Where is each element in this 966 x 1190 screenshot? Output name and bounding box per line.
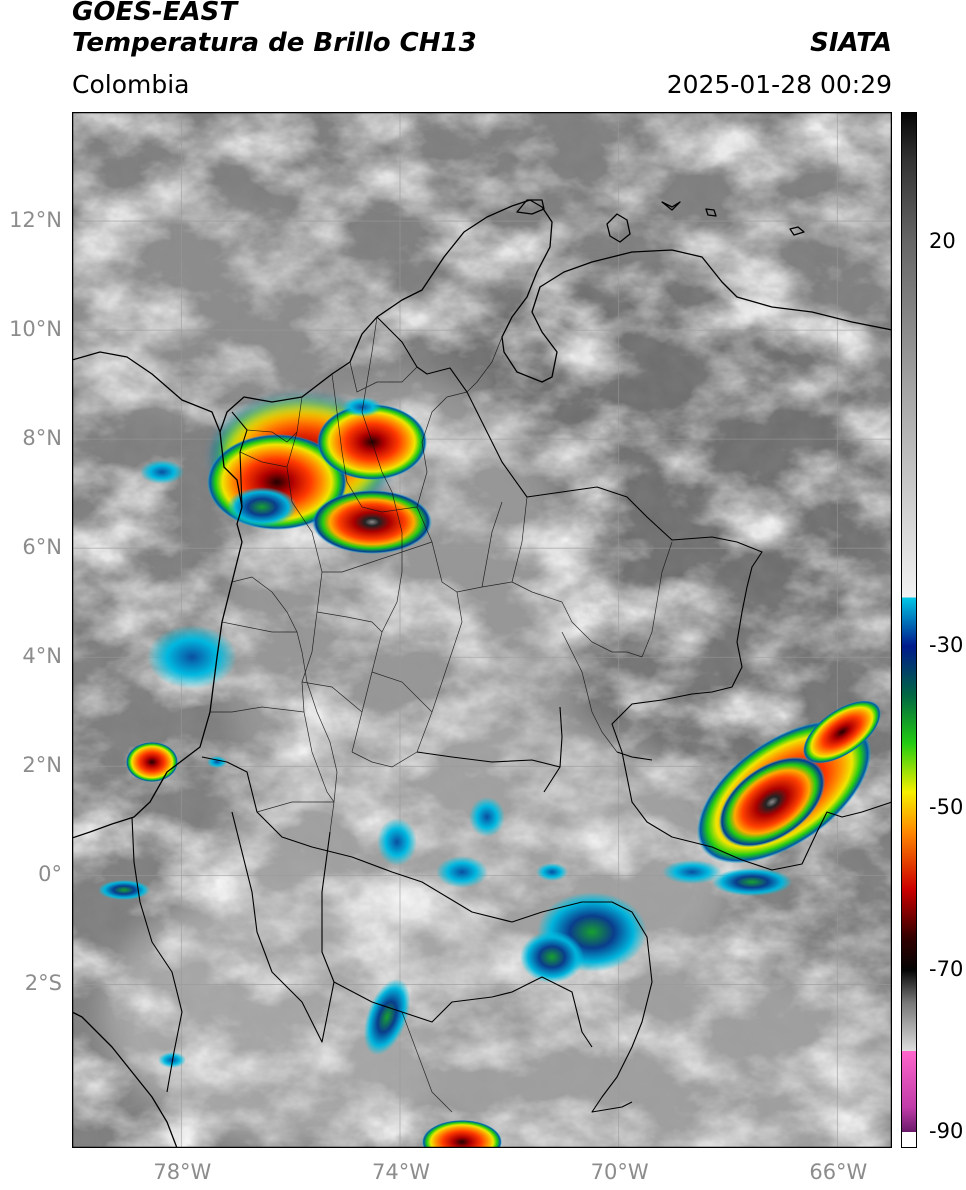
lat-tick-label: 8°N: [22, 426, 62, 451]
lon-tick-label: 66°W: [809, 1160, 868, 1184]
lat-tick-label: 4°N: [22, 644, 62, 669]
convective-cells: [98, 397, 881, 1148]
graticule: [72, 112, 892, 1148]
colorbar-tick-label: -50: [929, 795, 964, 820]
lon-tick-label: 74°W: [372, 1160, 430, 1184]
lon-tick-label: 78°W: [153, 1160, 212, 1184]
lon-tick-label: 70°W: [590, 1160, 649, 1184]
colorbar: [901, 112, 921, 1148]
map-svg: [72, 112, 892, 1148]
colorbar-tick-label: -70: [929, 956, 964, 981]
satellite-title: GOES-EAST: [72, 0, 238, 27]
colorbar-tick-label: -90: [929, 1118, 964, 1143]
department-boundaries: [210, 316, 673, 1113]
colorbar-tick-label: 20: [929, 228, 956, 253]
country-borders: [131, 316, 892, 1113]
lat-tick-label: 10°N: [9, 317, 62, 342]
region-label: Colombia: [72, 70, 190, 99]
colorbar-tick-label: -30: [929, 633, 964, 658]
lat-tick-label: 12°N: [9, 208, 62, 233]
lat-tick-label: 0°: [38, 862, 62, 887]
product-title: Temperatura de Brillo CH13: [72, 28, 477, 58]
datetime-label: 2025-01-28 00:29: [666, 70, 892, 99]
colorbar-svg: [901, 112, 921, 1148]
lat-tick-label: 6°N: [22, 535, 62, 560]
agency-label: SIATA: [810, 28, 892, 58]
map-frame: [72, 112, 892, 1148]
coastlines: [72, 199, 892, 1148]
lat-tick-label: 2°N: [22, 753, 62, 778]
satellite-map: [72, 112, 892, 1148]
lat-tick-label: 2°S: [24, 971, 62, 996]
